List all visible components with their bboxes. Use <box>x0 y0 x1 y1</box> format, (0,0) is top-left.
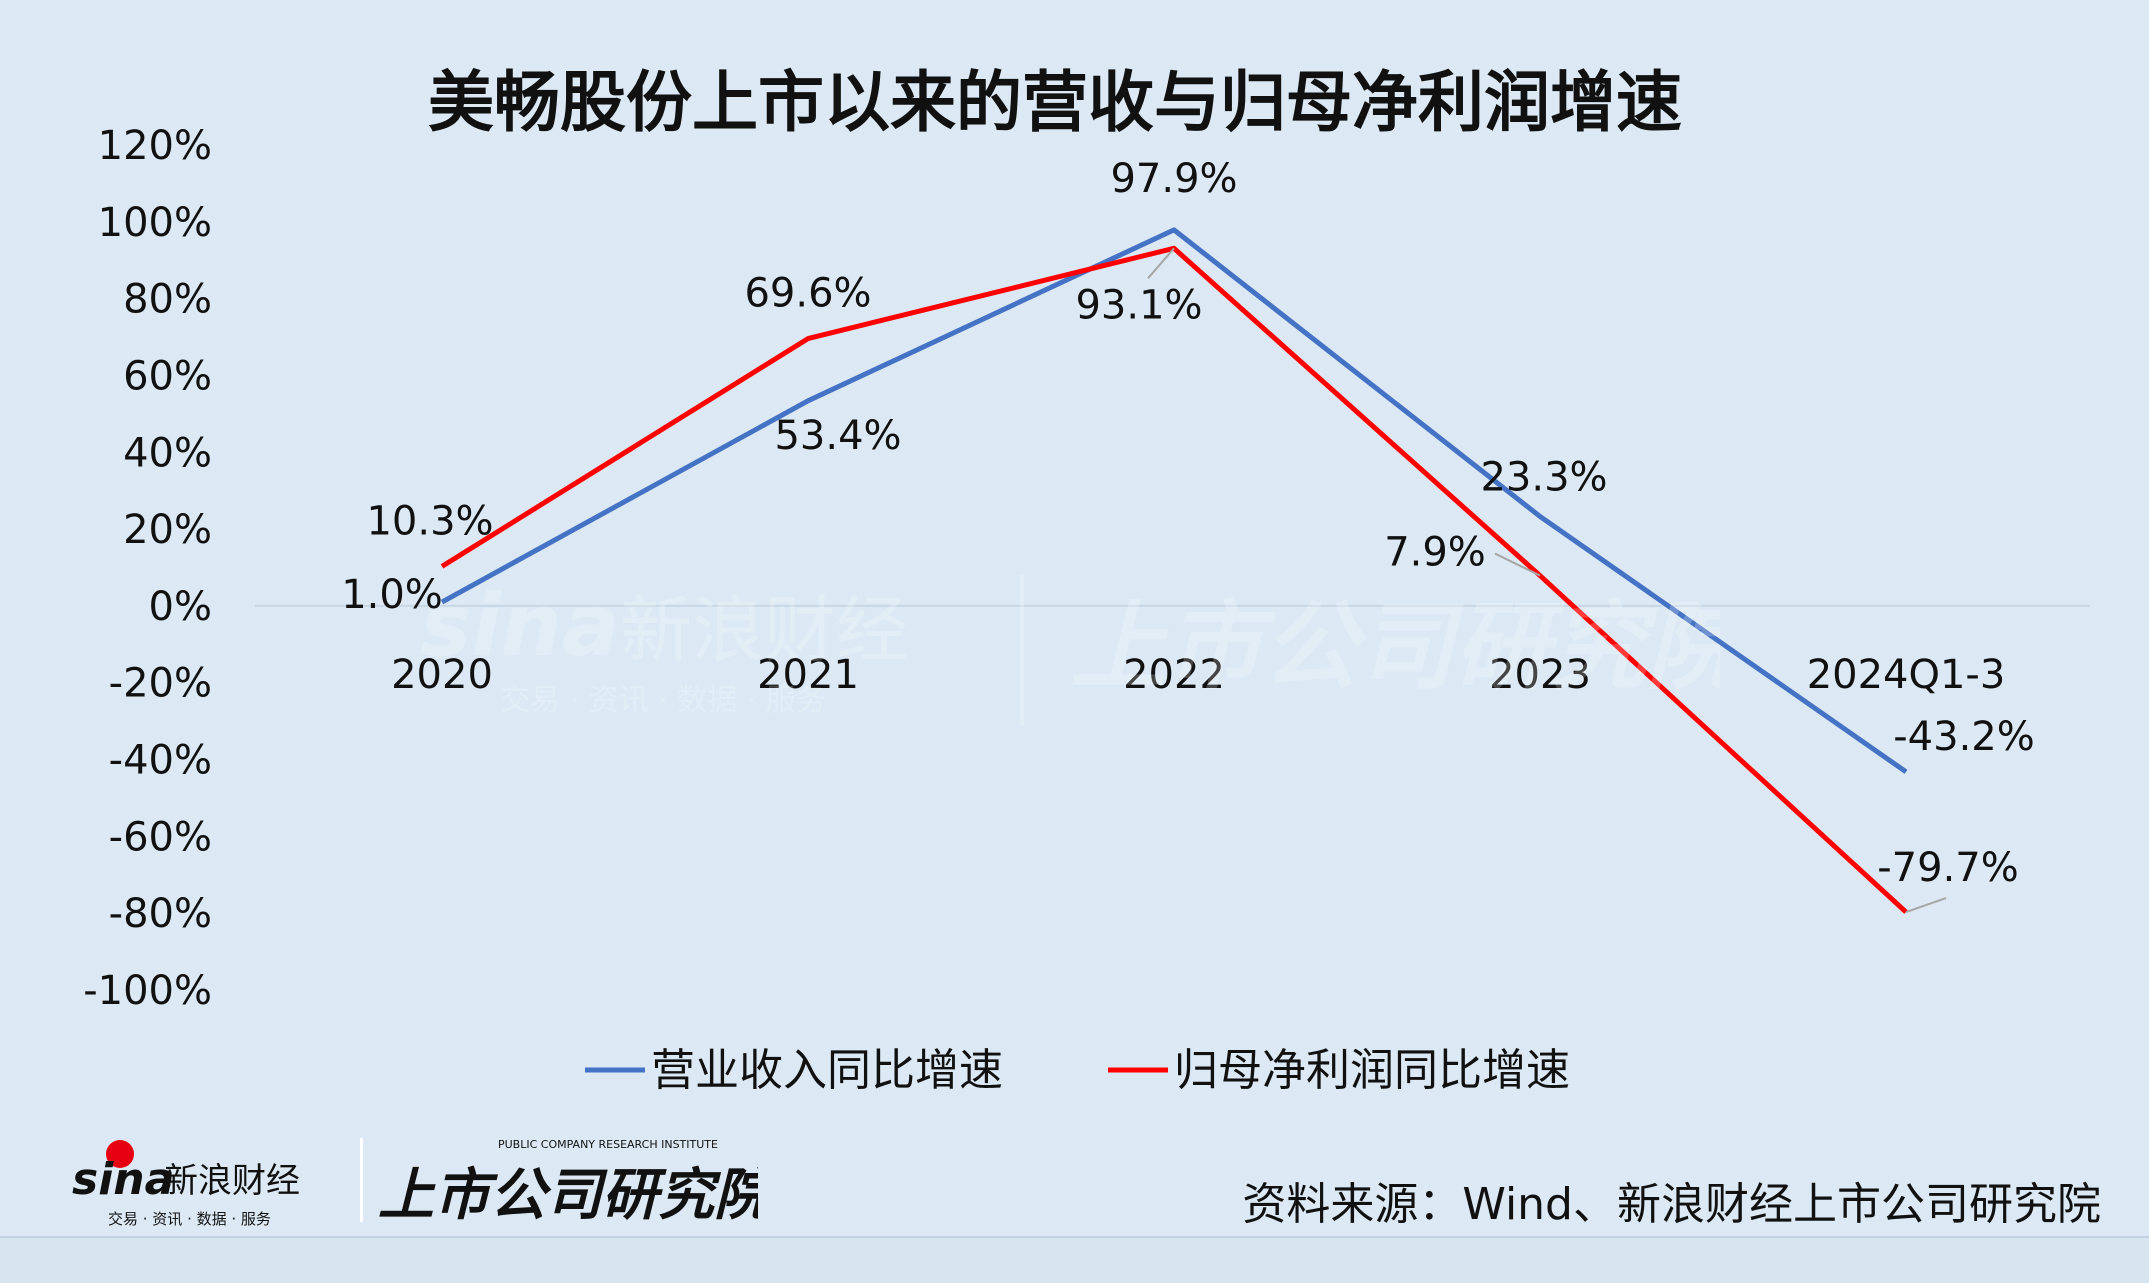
legend: 营业收入同比增速 归母净利润同比增速 <box>585 1045 1570 1096</box>
y-tick-label: 40% <box>123 430 212 476</box>
logo-divider <box>360 1138 363 1222</box>
profit-data-label: 7.9% <box>1384 530 1486 576</box>
svg-text:交易 · 资讯 · 数据 · 服务: 交易 · 资讯 · 数据 · 服务 <box>108 1210 271 1228</box>
svg-text:PUBLIC COMPANY RESEARCH INSTIT: PUBLIC COMPANY RESEARCH INSTITUTE <box>498 1138 718 1151</box>
y-tick-label: -100% <box>83 968 212 1014</box>
x-tick-label: 2022 <box>1123 652 1225 698</box>
svg-text:sina: sina <box>72 1154 174 1205</box>
y-tick-label: -20% <box>109 661 212 707</box>
label-leader-line <box>1494 552 1541 577</box>
x-tick-label: 2024Q1-3 <box>1807 652 2006 698</box>
sina-finance-logo: sina 新浪财经 交易 · 资讯 · 数据 · 服务 <box>72 1132 357 1236</box>
y-tick-label: 100% <box>98 200 212 246</box>
profit-data-label: 69.6% <box>744 271 871 317</box>
revenue-data-label: 1.0% <box>341 572 443 618</box>
svg-text:上市公司研究院: 上市公司研究院 <box>378 1163 758 1228</box>
series-layer <box>440 227 1908 914</box>
profit-data-label: -79.7% <box>1877 845 2019 891</box>
bottom-band <box>0 1236 2149 1283</box>
x-tick-label: 2020 <box>391 652 493 698</box>
data-labels: 1.0% 53.4% 97.9% 23.3% -43.2% 10.3% 69.6% 93.1%… <box>341 156 2035 913</box>
profit-data-label: 10.3% <box>366 498 493 544</box>
revenue-data-label: 53.4% <box>774 413 901 459</box>
y-axis: 120% 100% 80% 60% 40% 20% 0% -20% -40% -60% -80% -1… <box>83 123 212 1014</box>
y-tick-label: -80% <box>109 891 212 937</box>
source-note: 资料来源：Wind、新浪财经上市公司研究院 <box>1242 1179 2101 1230</box>
svg-text:新浪财经: 新浪财经 <box>164 1161 300 1201</box>
y-tick-label: -40% <box>109 738 212 784</box>
revenue-data-label: 97.9% <box>1110 156 1237 202</box>
y-tick-label: 80% <box>123 277 212 323</box>
y-tick-label: 120% <box>98 123 212 169</box>
x-tick-label: 2023 <box>1489 652 1591 698</box>
y-tick-label: -60% <box>109 814 212 860</box>
y-tick-label: 0% <box>149 584 212 630</box>
revenue-growth-line <box>440 227 1908 774</box>
institute-logo: PUBLIC COMPANY RESEARCH INSTITUTE 上市公司研究… <box>378 1132 779 1236</box>
y-tick-label: 20% <box>123 507 212 553</box>
revenue-data-label: -43.2% <box>1893 714 2035 760</box>
sina-eye-icon <box>106 1140 134 1168</box>
legend-label-revenue: 营业收入同比增速 <box>651 1045 1003 1096</box>
profit-growth-line <box>440 245 1908 914</box>
profit-data-label: 93.1% <box>1075 282 1202 328</box>
revenue-data-label: 23.3% <box>1480 454 1607 500</box>
legend-label-profit: 归母净利润同比增速 <box>1174 1045 1570 1096</box>
x-axis: 2020 2021 2022 2023 2024Q1-3 <box>391 652 2005 698</box>
x-tick-label: 2021 <box>757 652 859 698</box>
chart-title: 美畅股份上市以来的营收与归母净利润增速 <box>428 64 1682 141</box>
label-leader-line <box>1905 897 1947 913</box>
y-tick-label: 60% <box>123 353 212 399</box>
label-leader-line <box>1147 247 1175 279</box>
